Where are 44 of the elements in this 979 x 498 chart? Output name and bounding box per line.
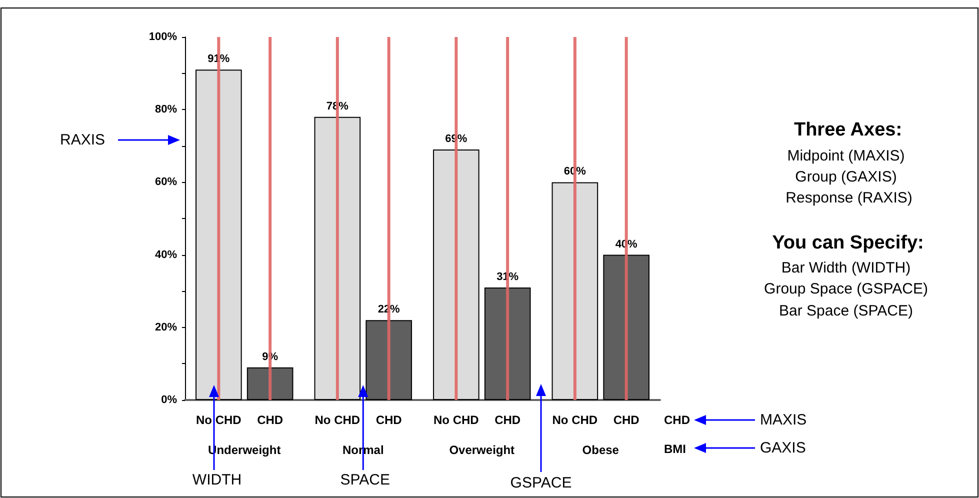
bar (196, 70, 242, 400)
text: No CHD (434, 413, 479, 427)
annotation: WIDTH (192, 472, 242, 488)
y-tick-label: 100% (148, 31, 178, 43)
y-tick-label: 20% (154, 321, 178, 334)
y-tick-label: 0% (161, 394, 178, 406)
y-tick-label: 60% (154, 176, 178, 188)
x-tick-label: Obese (582, 443, 620, 457)
x-tick-label: Overweight (449, 443, 515, 457)
data-label: 78% (326, 100, 349, 112)
text: CHD (376, 413, 402, 427)
text: MAXIS (760, 412, 807, 428)
data-label: 31% (496, 270, 519, 283)
text: Midpoint (MAXIS) (787, 148, 905, 164)
data-label: 40% (615, 238, 638, 250)
text: You can Specify: (772, 232, 924, 254)
text: Bar Space (SPACE) (779, 302, 913, 320)
text: Group (GAXIS) (795, 168, 897, 186)
annotation: SPACE (340, 472, 390, 488)
text: No CHD (314, 413, 360, 427)
bar (433, 150, 480, 400)
legend-title: CHD (664, 413, 690, 427)
data-label: 69% (445, 133, 468, 146)
series-label: CHD (257, 413, 284, 427)
text: Three Axes: (794, 120, 902, 140)
series-label: No CHD (196, 413, 242, 427)
text: Bar Width (WIDTH) (781, 260, 911, 276)
text: GAXIS (760, 440, 806, 456)
text: No CHD (552, 413, 598, 427)
x-axis-title: BMI (664, 442, 686, 456)
data-label: 60% (564, 166, 586, 178)
data-label: 9% (262, 350, 278, 363)
text: CHD (613, 413, 640, 427)
data-label: 91% (208, 53, 230, 66)
data-label: 22% (378, 304, 400, 316)
text: GSPACE (510, 474, 572, 492)
text: Group Space (GSPACE) (764, 280, 928, 298)
bar (552, 182, 598, 400)
text: CHD (494, 413, 521, 427)
text: Response (RAXIS) (786, 190, 912, 206)
text: RAXIS (60, 132, 106, 148)
y-tick-label: 80% (154, 104, 178, 116)
y-tick-label: 40% (154, 248, 178, 261)
bar (314, 116, 361, 400)
